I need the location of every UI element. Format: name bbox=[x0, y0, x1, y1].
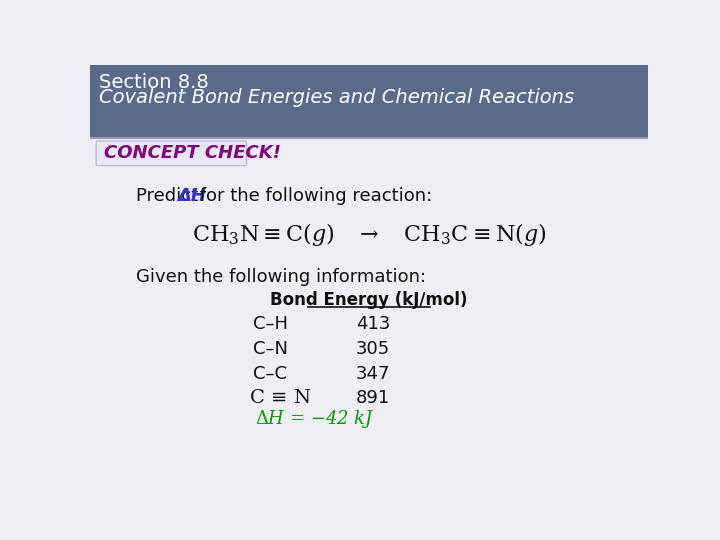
Text: $\Delta$$H$ = $-$42 kJ: $\Delta$$H$ = $-$42 kJ bbox=[255, 408, 374, 430]
Text: CONCEPT CHECK!: CONCEPT CHECK! bbox=[104, 144, 281, 163]
Text: Section 8.8: Section 8.8 bbox=[99, 72, 209, 91]
Text: 305: 305 bbox=[356, 340, 390, 358]
Bar bbox=[90, 65, 648, 138]
Text: 347: 347 bbox=[356, 364, 390, 382]
Text: 891: 891 bbox=[356, 389, 390, 407]
Text: for the following reaction:: for the following reaction: bbox=[194, 187, 432, 205]
Text: C$\,\equiv\,$N: C$\,\equiv\,$N bbox=[249, 389, 312, 407]
Text: CH$_3$N$\equiv$C($g$)   $\rightarrow$   CH$_3$C$\equiv$N($g$): CH$_3$N$\equiv$C($g$) $\rightarrow$ CH$_… bbox=[192, 221, 546, 248]
Text: Bond Energy (kJ/mol): Bond Energy (kJ/mol) bbox=[270, 291, 468, 309]
FancyBboxPatch shape bbox=[96, 141, 246, 166]
Text: ΔH: ΔH bbox=[177, 187, 206, 205]
Text: Given the following information:: Given the following information: bbox=[137, 267, 427, 286]
Text: 413: 413 bbox=[356, 315, 390, 333]
Text: C–H: C–H bbox=[253, 315, 288, 333]
Text: Predict: Predict bbox=[137, 187, 204, 205]
Text: C–N: C–N bbox=[253, 340, 288, 358]
Text: C–C: C–C bbox=[253, 364, 287, 382]
Text: Covalent Bond Energies and Chemical Reactions: Covalent Bond Energies and Chemical Reac… bbox=[99, 88, 575, 107]
